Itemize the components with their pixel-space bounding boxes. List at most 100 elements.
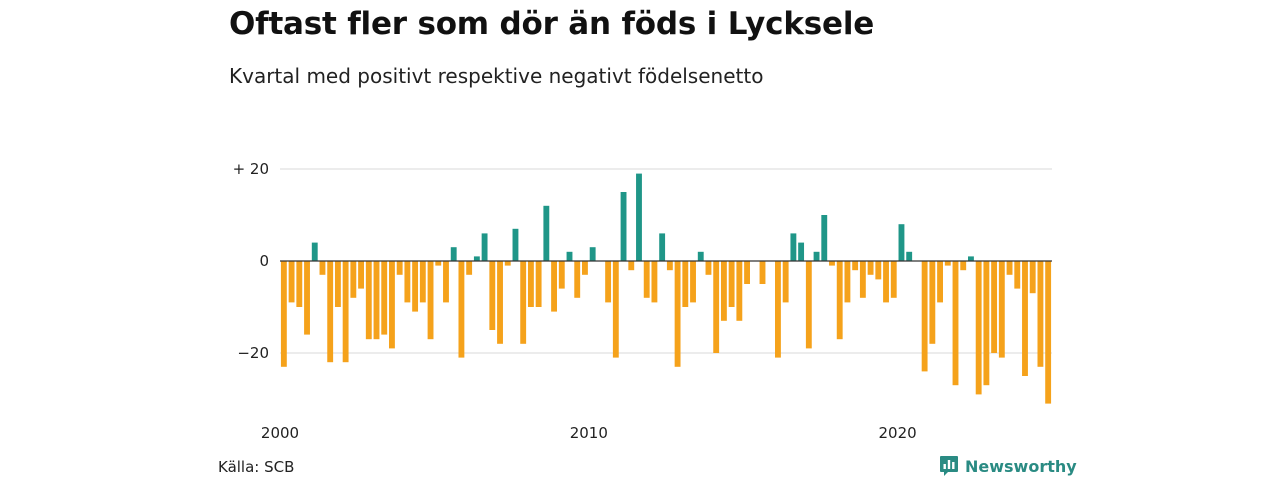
bar-negative bbox=[975, 261, 982, 395]
x-tick-label: 2000 bbox=[261, 424, 299, 442]
bar-negative bbox=[983, 261, 990, 386]
bar-negative bbox=[852, 261, 859, 271]
bar-negative bbox=[373, 261, 380, 340]
bar-negative bbox=[991, 261, 998, 353]
bar-negative bbox=[612, 261, 619, 358]
bar-negative bbox=[520, 261, 527, 344]
bar-negative bbox=[466, 261, 473, 275]
bar-negative bbox=[937, 261, 943, 303]
bar-negative bbox=[720, 261, 727, 321]
bar-positive bbox=[589, 247, 596, 261]
bar-negative bbox=[497, 261, 503, 344]
bar-negative bbox=[890, 261, 897, 298]
bar-positive bbox=[543, 205, 550, 261]
bar-negative bbox=[535, 261, 542, 307]
y-tick-label: + 20 bbox=[233, 160, 269, 178]
bar-positive bbox=[481, 233, 488, 261]
bar-negative bbox=[327, 261, 334, 363]
bar-negative bbox=[859, 261, 866, 298]
bar-negative bbox=[759, 261, 766, 284]
bar-negative bbox=[960, 261, 967, 271]
bar-positive bbox=[512, 228, 519, 261]
bar-negative bbox=[419, 261, 426, 303]
bar-negative bbox=[1014, 261, 1021, 289]
bar-negative bbox=[334, 261, 341, 307]
bar-negative bbox=[952, 261, 959, 386]
bar-negative bbox=[574, 261, 581, 298]
bar-negative bbox=[998, 261, 1005, 358]
bar-negative bbox=[921, 261, 928, 372]
bar-negative bbox=[489, 261, 496, 330]
bar-negative bbox=[551, 261, 557, 312]
y-tick-label: 0 bbox=[259, 252, 269, 270]
bar-negative bbox=[288, 261, 295, 303]
bar-negative bbox=[651, 261, 658, 303]
bar-negative bbox=[728, 261, 735, 307]
bar-positive bbox=[473, 256, 480, 261]
bar-negative bbox=[412, 261, 419, 312]
bar-negative bbox=[280, 261, 287, 367]
bar-positive bbox=[659, 233, 666, 261]
bar-negative bbox=[1045, 261, 1052, 404]
chart-title: Oftast fler som dör än föds i Lycksele bbox=[229, 6, 875, 42]
bar-negative bbox=[674, 261, 681, 367]
bar-negative bbox=[929, 261, 936, 344]
brand-name: Newsworthy bbox=[965, 456, 1077, 476]
x-tick-label: 2010 bbox=[570, 424, 608, 442]
bar-negative bbox=[844, 261, 851, 303]
bar-positive bbox=[636, 173, 642, 261]
bar-negative bbox=[643, 261, 650, 298]
y-tick-label: −20 bbox=[237, 344, 269, 362]
bar-negative bbox=[875, 261, 882, 280]
bar-negative bbox=[744, 261, 750, 284]
bar-negative bbox=[682, 261, 689, 307]
bar-negative bbox=[304, 261, 310, 335]
bar-negative bbox=[558, 261, 565, 289]
bar-negative bbox=[342, 261, 349, 363]
bar-negative bbox=[1029, 261, 1036, 294]
bar-positive bbox=[311, 242, 318, 261]
bar-negative bbox=[381, 261, 388, 335]
bar-positive bbox=[968, 256, 974, 261]
bars bbox=[280, 173, 1052, 404]
bar-negative bbox=[296, 261, 303, 307]
bar-negative bbox=[582, 261, 588, 275]
bar-negative bbox=[404, 261, 411, 303]
bar-negative bbox=[867, 261, 874, 275]
bar-negative bbox=[389, 261, 395, 349]
newsworthy-logo-icon bbox=[940, 456, 958, 476]
bar-negative bbox=[690, 261, 696, 303]
bar-positive bbox=[697, 251, 704, 261]
bar-positive bbox=[906, 251, 913, 261]
bar-negative bbox=[1037, 261, 1044, 367]
bar-positive bbox=[566, 251, 573, 261]
bar-positive bbox=[450, 247, 457, 261]
x-axis-ticks: 2000 2010 2020 bbox=[261, 424, 917, 442]
x-tick-label: 2020 bbox=[879, 424, 917, 442]
bar-negative bbox=[605, 261, 612, 303]
source-note: Källa: SCB bbox=[218, 458, 295, 476]
bar-positive bbox=[790, 233, 797, 261]
bar-negative bbox=[504, 261, 511, 266]
bar-negative bbox=[427, 261, 434, 340]
bar-negative bbox=[628, 261, 635, 271]
bar-positive bbox=[821, 215, 828, 261]
bar-negative bbox=[458, 261, 465, 358]
bar-negative bbox=[435, 261, 442, 266]
brand-logo: Newsworthy bbox=[939, 455, 1077, 477]
bar-negative bbox=[1022, 261, 1028, 376]
bar-negative bbox=[443, 261, 449, 303]
bar-negative bbox=[319, 261, 326, 275]
bar-negative bbox=[350, 261, 357, 298]
bar-negative bbox=[883, 261, 889, 303]
bar-negative bbox=[358, 261, 364, 289]
bar-positive bbox=[813, 251, 820, 261]
bar-negative bbox=[365, 261, 372, 340]
bar-negative bbox=[713, 261, 720, 353]
bar-negative bbox=[736, 261, 743, 321]
bar-positive bbox=[798, 242, 805, 261]
bar-negative bbox=[836, 261, 843, 340]
bar-negative bbox=[666, 261, 673, 271]
bar-negative bbox=[944, 261, 951, 266]
